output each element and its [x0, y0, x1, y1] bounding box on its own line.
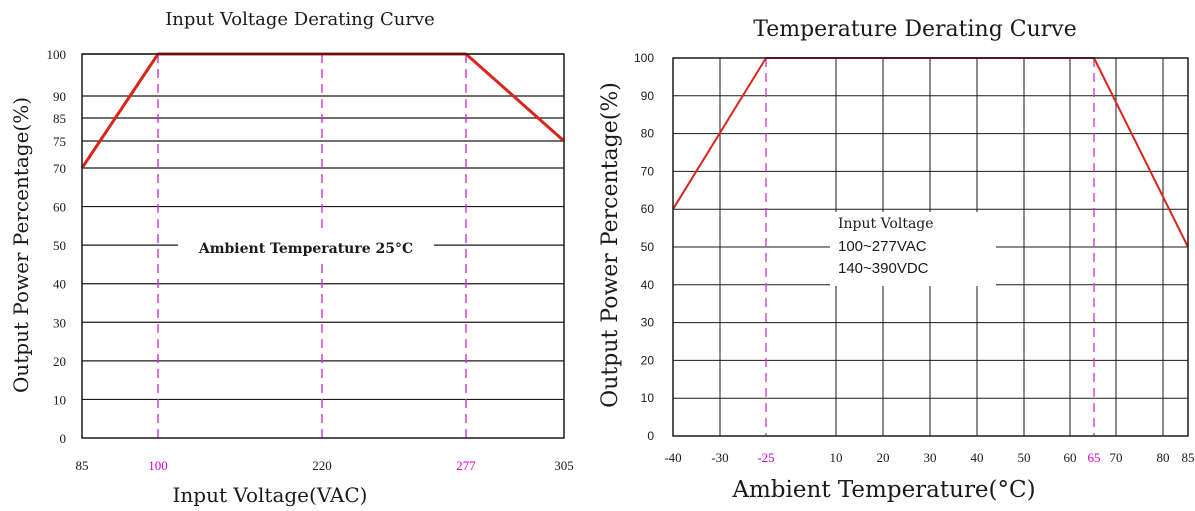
y-tick-label: 0	[647, 429, 654, 443]
chart2-y-label: Output Power Percentage(%)	[598, 82, 623, 408]
chart1-y-ticks: 0 10 20 30 40 50 60 70 75 85 90 100	[47, 47, 67, 446]
chart2-annotation-line-3: 140~390VDC	[838, 260, 929, 277]
x-tick-label: 40	[971, 450, 984, 465]
y-tick-label: 50	[641, 240, 655, 254]
chart1-grid	[82, 53, 564, 401]
chart2-title: Temperature Derating Curve	[753, 17, 1077, 42]
y-tick-label: 90	[641, 89, 655, 103]
y-tick-label: 20	[53, 354, 66, 369]
chart2-annotation-line-2: 100~277VAC	[838, 238, 927, 255]
y-tick-label: 100	[47, 47, 67, 62]
chart1-series	[80, 52, 565, 169]
x-tick-label: 277	[456, 458, 476, 473]
y-tick-label: 70	[53, 161, 66, 176]
x-tick-label: 20	[877, 450, 890, 465]
chart2-frame	[672, 57, 1189, 437]
chart1-annotation-bg	[178, 234, 434, 260]
y-tick-label: 75	[53, 134, 66, 149]
series-line	[80, 52, 565, 169]
chart1-marker-lines	[157, 54, 467, 438]
y-tick-label: 80	[641, 127, 655, 141]
y-tick-label: 70	[641, 164, 655, 178]
y-tick-label: 30	[641, 316, 655, 330]
x-tick-label: 80	[1157, 450, 1170, 465]
chart2-x-label: Ambient Temperature(°C)	[731, 477, 1035, 503]
chart1-title: Input Voltage Derating Curve	[165, 9, 435, 30]
y-tick-label: 100	[634, 51, 654, 65]
chart2-y-ticks: 0 10 20 30 40 50 60 70 80 90 100	[634, 51, 654, 443]
x-tick-label: 65	[1088, 450, 1101, 465]
chart2-x-ticks: -40 -30 -25 10 20 30 40 50 60 65 70 80 85	[664, 450, 1194, 465]
chart1-x-label: Input Voltage(VAC)	[173, 483, 368, 507]
chart2-marker-lines	[765, 58, 1095, 436]
temperature-derating-chart: Temperature Derating Curve 0 10 20 30 40 50 60…	[598, 17, 1195, 503]
x-tick-label: 220	[312, 458, 332, 473]
y-tick-label: 10	[641, 391, 655, 405]
y-tick-label: 60	[53, 200, 66, 215]
chart1-y-label: Output Power Percentage(%)	[9, 97, 33, 393]
x-tick-label: -25	[757, 450, 774, 465]
x-tick-label: 50	[1018, 450, 1031, 465]
chart2-annotation-bg	[830, 212, 996, 286]
x-tick-label: 30	[924, 450, 937, 465]
y-tick-label: 0	[60, 431, 67, 446]
y-tick-label: 60	[641, 202, 655, 216]
x-tick-label: -40	[664, 450, 681, 465]
y-tick-label: 40	[53, 277, 66, 292]
y-tick-label: 30	[53, 315, 66, 330]
chart2-annotation-line-1: Input Voltage	[838, 216, 934, 232]
y-tick-label: 10	[53, 392, 66, 407]
chart1-x-ticks: 85 100 220 277 305	[76, 458, 574, 473]
x-tick-label: 100	[148, 458, 168, 473]
x-tick-label: 10	[830, 450, 843, 465]
x-tick-label: 60	[1064, 450, 1077, 465]
x-tick-label: 85	[76, 458, 89, 473]
chart1-annotation: Ambient Temperature 25°C	[198, 241, 413, 257]
x-tick-label: 305	[554, 458, 574, 473]
x-tick-label: -30	[711, 450, 728, 465]
chart1-frame	[81, 53, 565, 439]
y-tick-label: 90	[53, 89, 66, 104]
y-tick-label: 85	[53, 111, 66, 126]
y-tick-label: 40	[641, 278, 655, 292]
x-tick-label: 85	[1182, 450, 1195, 465]
input-voltage-derating-chart: Input Voltage Derating Curve 0 10 20 30 40 50…	[9, 9, 574, 507]
x-tick-label: 70	[1110, 450, 1123, 465]
y-tick-label: 20	[641, 353, 655, 367]
y-tick-label: 50	[53, 238, 66, 253]
